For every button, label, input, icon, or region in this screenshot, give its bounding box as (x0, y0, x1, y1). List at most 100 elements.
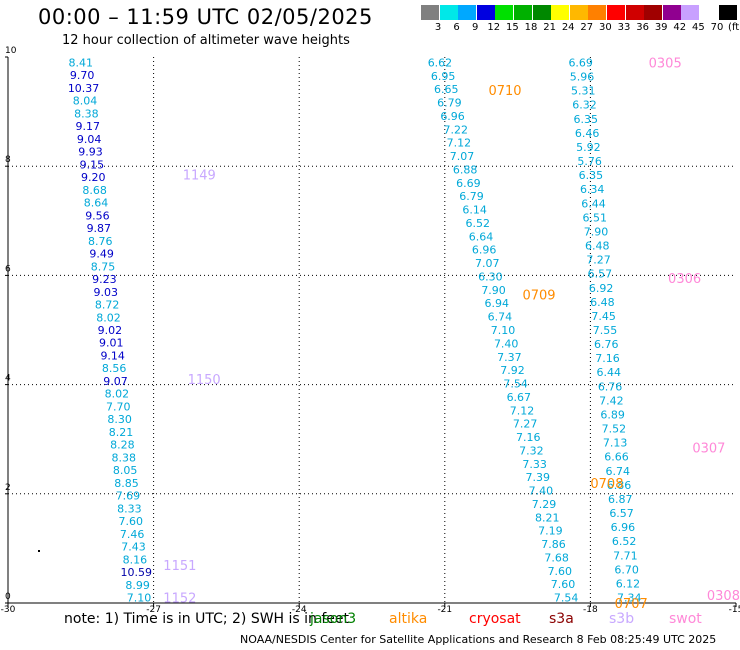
scale-swatch (458, 5, 477, 20)
wave-height-value: 9.01 (99, 337, 124, 350)
scale-label: 15 (506, 22, 519, 33)
wave-height-value: 8.75 (91, 260, 116, 273)
wave-height-value: 6.74 (605, 465, 630, 478)
scale-swatch (495, 5, 514, 20)
wave-height-value: 8.16 (123, 553, 148, 566)
wave-height-value: 6.48 (585, 240, 610, 253)
wave-height-value: 7.90 (584, 225, 609, 238)
wave-height-value: 8.99 (125, 579, 150, 592)
wave-height-value: 9.02 (98, 324, 123, 337)
wave-height-value: 9.23 (92, 273, 117, 286)
stray-dot (38, 550, 40, 552)
wave-height-value: 7.16 (595, 352, 620, 365)
wave-height-value: 7.39 (525, 471, 550, 484)
wave-height-value: 7.70 (106, 400, 131, 413)
wave-height-value: 6.87 (608, 493, 633, 506)
scale-swatch (681, 5, 700, 20)
wave-height-value: 6.48 (590, 296, 615, 309)
wave-height-value: 7.16 (516, 431, 541, 444)
wave-height-value: 6.35 (579, 169, 604, 182)
scale-swatch (588, 5, 607, 20)
wave-height-value: 7.54 (554, 592, 579, 605)
wave-height-value: 8.21 (535, 511, 560, 524)
wave-height-value: 9.49 (89, 248, 114, 261)
satellite-legend-cryosat: cryosat (469, 611, 521, 627)
scale-label: 18 (524, 22, 538, 33)
wave-height-value: 6.35 (574, 113, 599, 126)
wave-height-value: 8.56 (102, 362, 127, 375)
credit-line: NOAA/NESDIS Center for Satellite Applica… (240, 633, 717, 646)
satellite-legend-altika: altika (389, 611, 428, 627)
scale-label: 45 (692, 22, 705, 33)
wave-height-value: 6.86 (607, 479, 632, 492)
wave-height-value: 6.34 (580, 183, 605, 196)
wave-height-value: 9.15 (80, 158, 105, 171)
pass-label: 1150 (188, 373, 221, 388)
scale-swatch (421, 5, 439, 20)
wave-height-value: 9.03 (94, 286, 119, 299)
wave-height-value: 7.12 (510, 404, 535, 417)
wave-height-value: 8.38 (112, 451, 137, 464)
x-tick-label: -18 (583, 605, 598, 615)
wave-height-value: 7.07 (450, 150, 475, 163)
wave-height-value: 7.55 (593, 324, 618, 337)
wave-height-value: 7.54 (503, 378, 528, 391)
wave-height-value: 6.92 (589, 282, 614, 295)
scale-label: 33 (617, 22, 631, 33)
wave-height-value: 7.07 (475, 257, 500, 270)
wave-height-value: 10.37 (68, 82, 100, 95)
wave-height-value: 8.41 (69, 56, 94, 69)
satellite-legend-jason3: jason3 (310, 611, 357, 627)
pass-label: 0306 (668, 272, 701, 287)
wave-height-value: 6.52 (466, 217, 491, 230)
wave-height-value: 5.76 (577, 155, 602, 168)
wave-height-value: 7.29 (532, 498, 557, 511)
wave-height-value: 9.93 (78, 146, 103, 159)
wave-height-value: 7.71 (613, 549, 638, 562)
wave-height-value: 8.85 (114, 477, 139, 490)
wave-height-value: 7.43 (121, 541, 146, 554)
wave-height-value: 8.38 (74, 107, 99, 120)
wave-height-value: 6.44 (597, 366, 622, 379)
wave-height-value: 7.92 (500, 364, 525, 377)
wave-height-value: 6.76 (598, 380, 623, 393)
wave-height-value: 9.07 (103, 375, 128, 388)
wave-height-value: 7.69 (116, 490, 141, 503)
wave-height-value: 7.19 (538, 525, 563, 538)
wave-height-value: 6.79 (437, 97, 462, 110)
wave-height-value: 6.95 (431, 70, 456, 83)
wave-height-value: 7.68 (544, 551, 569, 564)
wave-height-value: 8.30 (107, 413, 132, 426)
wave-height-value: 8.21 (109, 426, 134, 439)
wave-height-value: 7.32 (519, 444, 544, 457)
wave-height-value: 7.60 (118, 515, 143, 528)
y-tick-label: 2 (5, 483, 11, 493)
y-tick-label: 4 (5, 374, 11, 384)
wave-height-value: 6.57 (609, 507, 634, 520)
wave-height-value: 7.34 (617, 592, 642, 605)
scale-label: 30 (599, 22, 612, 33)
scale-swatch (662, 5, 681, 20)
wave-height-value: 6.64 (469, 230, 494, 243)
pass-label: 0308 (707, 589, 740, 604)
wave-height-value: 6.79 (459, 190, 484, 203)
wave-height-value: 6.88 (453, 163, 478, 176)
wave-height-value: 7.10 (127, 592, 152, 605)
wave-height-value: 5.31 (571, 85, 596, 98)
wave-height-value: 8.64 (84, 197, 109, 210)
scale-swatch (532, 5, 551, 20)
wave-height-value: 9.14 (100, 349, 125, 362)
wave-height-value: 8.02 (96, 311, 121, 324)
wave-height-value: 6.44 (581, 197, 606, 210)
scale-swatch (439, 5, 458, 20)
scale-label: 12 (487, 22, 501, 33)
wave-height-value: 8.02 (105, 388, 130, 401)
wave-height-value: 6.69 (568, 56, 593, 69)
y-tick-label: 0 (5, 592, 11, 602)
wave-height-value: 7.40 (494, 337, 519, 350)
scale-label: 70 (710, 22, 724, 33)
scale-label: 3 (434, 22, 442, 33)
wave-height-value: 7.45 (591, 310, 616, 323)
wave-height-value: 8.05 (113, 464, 138, 477)
wave-height-value: 7.27 (586, 254, 611, 267)
